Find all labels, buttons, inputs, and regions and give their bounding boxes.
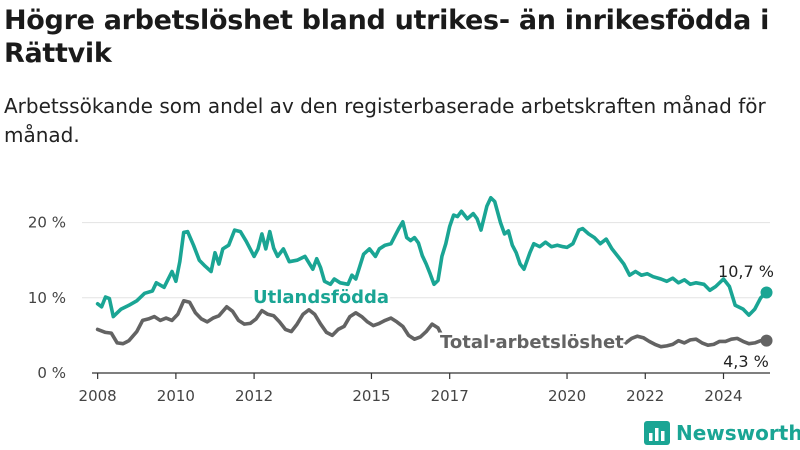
- y-tick-label: 10 %: [28, 289, 66, 307]
- series-lines: [95, 196, 773, 349]
- x-tick-label: 2008: [79, 387, 117, 405]
- x-tick-label: 2020: [548, 387, 586, 405]
- series-end-point-0: [760, 286, 773, 299]
- x-tick-label: 2024: [704, 387, 742, 405]
- x-tick-label: 2012: [235, 387, 273, 405]
- series-label-total: Total arbetslöshet: [440, 332, 624, 353]
- series-line-1: [95, 299, 769, 349]
- y-tick-label: 20 %: [28, 214, 66, 232]
- series-line-0: [95, 196, 769, 319]
- x-tick-label: 2010: [157, 387, 195, 405]
- x-tick-label: 2017: [431, 387, 469, 405]
- x-tick-label: 2015: [352, 387, 390, 405]
- y-tick-label: 0 %: [37, 364, 66, 382]
- brand-name: Newsworthy: [676, 421, 800, 445]
- chart-title: Högre arbetslöshet bland utrikes- än inr…: [4, 5, 770, 69]
- chart-subtitle: Arbetssökande som andel av den registerb…: [4, 94, 766, 147]
- end-label-total: 4,3 %: [723, 352, 769, 371]
- series-label-utlandsfodda: Utlandsfödda: [253, 287, 389, 308]
- bar-chart-icon: [644, 421, 670, 445]
- series-end-point-1: [760, 334, 773, 347]
- series-labels: Utlandsfödda Total arbetslöshet 10,7 % 4…: [251, 262, 774, 371]
- x-tick-label: 2022: [626, 387, 664, 405]
- end-label-utlandsfodda: 10,7 %: [718, 262, 774, 281]
- brand-logo: Newsworthy: [644, 418, 800, 448]
- axes: 0 % 10 % 20 % 2008 2010 2012 2015 2017 2020 2022 2…: [28, 214, 770, 405]
